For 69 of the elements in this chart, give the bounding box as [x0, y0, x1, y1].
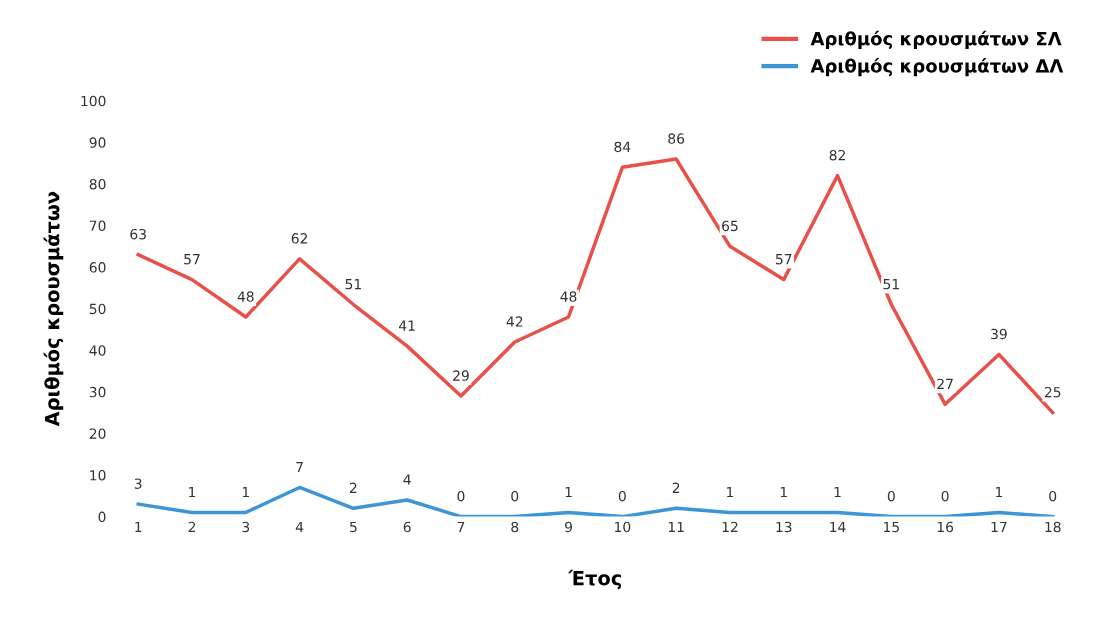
- y-tick-label: 80: [89, 178, 106, 190]
- x-tick-label: 13: [776, 521, 792, 533]
- x-tick-label: 6: [403, 521, 411, 533]
- y-tick-label: 50: [89, 303, 106, 315]
- y-tick-label: 70: [89, 220, 106, 232]
- y-tick-label: 100: [81, 95, 106, 107]
- x-tick-label: 9: [565, 521, 572, 533]
- x-tick-label: 17: [991, 521, 1007, 533]
- data-label: 63: [130, 228, 146, 240]
- x-tick-label: 12: [722, 521, 738, 533]
- x-tick-label: 18: [1045, 521, 1061, 533]
- data-label: 27: [937, 378, 953, 389]
- data-label: 82: [829, 149, 845, 161]
- data-label: 62: [291, 233, 308, 244]
- x-tick-label: 11: [668, 521, 684, 533]
- data-label: 41: [399, 320, 415, 331]
- x-tick-label: 8: [511, 521, 519, 533]
- data-label: 0: [457, 490, 465, 502]
- y-tick-label: 40: [89, 345, 106, 356]
- x-tick-label: 10: [615, 521, 631, 533]
- data-label: 86: [668, 133, 685, 144]
- data-label: 1: [834, 486, 841, 498]
- data-label: 51: [883, 279, 899, 290]
- data-label: 65: [722, 220, 738, 232]
- y-tick-label: 30: [89, 386, 106, 398]
- y-tick-label: 20: [89, 428, 106, 439]
- data-label: 3: [134, 478, 142, 489]
- data-label: 0: [1049, 490, 1057, 502]
- data-label: 1: [242, 486, 249, 498]
- data-label: 2: [349, 482, 357, 493]
- x-tick-label: 15: [884, 521, 899, 533]
- data-label: 42: [506, 316, 523, 327]
- data-label: 48: [560, 291, 577, 302]
- legend-label: Αριθμός κρουσμάτων ΣΛ: [810, 30, 1062, 49]
- data-label: 1: [189, 486, 196, 498]
- data-label: 0: [941, 490, 949, 502]
- y-tick-label: 0: [98, 511, 106, 523]
- y-tick-label: 60: [89, 262, 106, 273]
- data-label: 0: [887, 490, 895, 502]
- x-tick-label: 5: [350, 521, 357, 533]
- data-label: 1: [565, 486, 572, 498]
- data-label: 1: [780, 486, 787, 498]
- x-tick-label: 7: [457, 521, 465, 533]
- legend-label: Αριθμός κρουσμάτων ΔΛ: [810, 58, 1064, 77]
- x-tick-label: 3: [242, 521, 250, 533]
- data-label: 1: [727, 486, 734, 498]
- data-label: 57: [184, 254, 200, 265]
- x-tick-label: 16: [937, 521, 954, 533]
- x-tick-label: 2: [188, 521, 196, 533]
- data-label: 48: [237, 291, 254, 302]
- x-tick-label: 1: [135, 521, 142, 533]
- x-tick-label: 14: [830, 521, 846, 533]
- y-axis-title: Αριθμός κρουσμάτων: [43, 191, 64, 427]
- data-label: 39: [991, 328, 1007, 340]
- x-axis-title: Έτος: [568, 569, 622, 590]
- data-label: 84: [614, 141, 631, 153]
- data-label: 29: [453, 370, 469, 381]
- data-label: 51: [345, 279, 361, 290]
- data-label: 2: [672, 482, 680, 493]
- y-tick-label: 90: [89, 137, 106, 148]
- data-label: 0: [511, 490, 519, 502]
- data-label: 1: [996, 486, 1003, 498]
- data-label: 7: [296, 461, 303, 473]
- data-label: 57: [775, 254, 792, 265]
- data-label: 4: [403, 474, 411, 485]
- y-tick-label: 10: [90, 469, 106, 481]
- data-label: 25: [1044, 386, 1061, 398]
- data-label: 0: [618, 490, 626, 502]
- x-tick-label: 4: [295, 521, 304, 533]
